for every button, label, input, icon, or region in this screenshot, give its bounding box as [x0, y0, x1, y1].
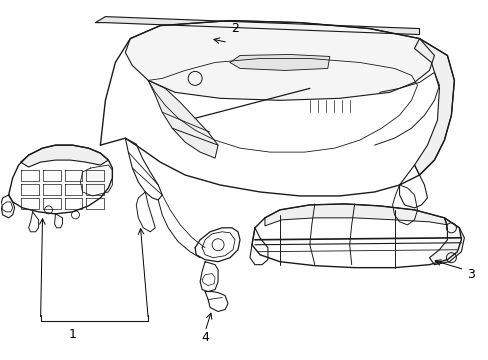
Polygon shape [428, 218, 464, 265]
Polygon shape [136, 192, 155, 232]
Polygon shape [100, 21, 453, 196]
Polygon shape [251, 204, 461, 268]
Polygon shape [399, 165, 427, 208]
Polygon shape [195, 228, 240, 262]
Polygon shape [200, 262, 218, 292]
Polygon shape [148, 80, 218, 158]
Text: 1: 1 [68, 328, 76, 341]
Polygon shape [9, 145, 112, 214]
Polygon shape [0, 195, 15, 218]
Text: 4: 4 [201, 331, 209, 344]
Polygon shape [264, 204, 447, 226]
Polygon shape [20, 145, 108, 167]
Polygon shape [95, 17, 419, 35]
Polygon shape [125, 138, 162, 200]
Polygon shape [414, 39, 453, 175]
Text: 2: 2 [231, 22, 239, 35]
Polygon shape [204, 292, 227, 311]
Polygon shape [29, 212, 39, 232]
Polygon shape [125, 21, 433, 100]
Polygon shape [229, 54, 329, 71]
Text: 3: 3 [467, 268, 474, 281]
Polygon shape [81, 165, 112, 196]
Polygon shape [249, 228, 267, 265]
